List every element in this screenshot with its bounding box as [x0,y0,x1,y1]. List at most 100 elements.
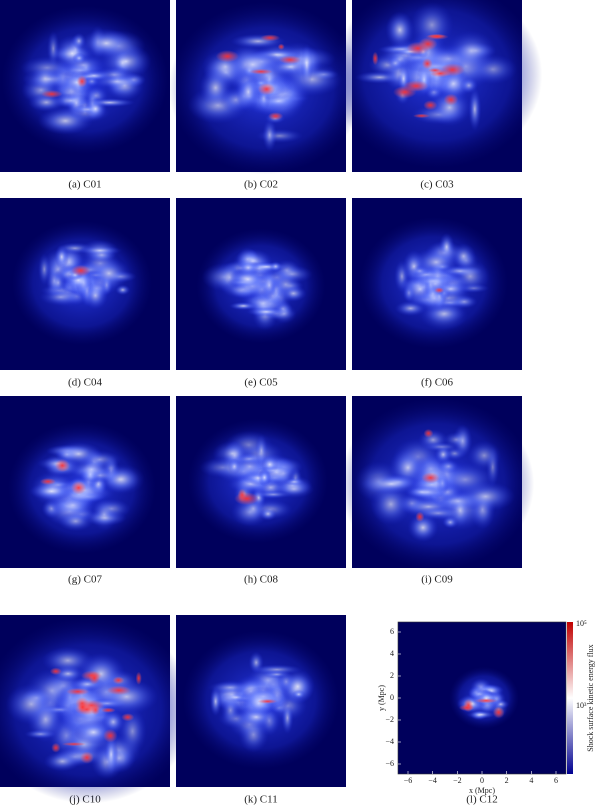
hot-spot [54,458,70,473]
filament [90,498,118,531]
filament [269,270,302,298]
x-tick-label: 2 [505,776,509,785]
filament [466,710,496,719]
filament [281,62,343,97]
filament [281,701,294,735]
filament [31,62,59,95]
hot-spot [215,50,240,63]
filament [260,454,279,474]
filament [226,267,270,292]
filament [361,473,422,495]
filament [80,28,133,58]
filament [280,668,315,705]
x-tick-label: −6 [404,776,413,785]
hot-spot [403,80,429,92]
panel-caption: (e) C05 [244,377,278,389]
hot-spot [372,51,379,66]
panel-caption: (b) C02 [244,179,278,191]
hot-spot [423,428,434,438]
filament [55,441,103,466]
hot-spot [412,113,431,119]
hot-spot [77,701,88,713]
panel-caption: (i) C09 [421,574,453,586]
hot-spot [106,685,131,696]
filament [450,494,471,528]
filament [49,271,67,295]
hot-spot [61,742,87,747]
panel-caption: (f) C06 [421,377,454,389]
hot-spot [249,68,273,75]
filament [78,245,123,256]
colorbar-tick-label: 10⁵ [576,619,587,628]
panel-caption: (a) C01 [68,179,101,191]
hot-spot [112,676,125,685]
filament [90,74,144,89]
hot-spot [459,704,475,711]
filament [385,11,415,49]
y-tick-label: −6 [385,759,394,768]
hot-spot [278,55,302,65]
hot-spot [474,698,498,704]
hot-spot [70,480,87,495]
filament [446,30,496,72]
panel-caption: (k) C11 [244,794,278,806]
hot-spot [103,728,118,743]
hot-spot [443,93,459,106]
hot-spot [257,83,276,96]
filament [28,482,75,500]
hot-spot [121,713,135,722]
x-tick-label: 6 [554,776,558,785]
filament [386,55,405,71]
filament [443,431,470,448]
y-tick-label: 6 [390,627,394,636]
filament [37,253,51,286]
hot-spot [51,742,61,753]
filament [54,244,69,269]
hot-spot [277,43,285,50]
panel-caption: (l) C12 [466,794,497,806]
hot-spot [39,478,57,485]
filament [269,260,282,273]
hot-spot [260,34,281,42]
colorbar-label: Shock surface kinetic energy flux [586,644,595,751]
hot-spot [427,67,443,73]
hot-spot [135,671,142,685]
filament [43,751,82,772]
hot-spot [421,472,440,484]
hot-spot [234,492,260,506]
hot-spot [257,698,278,704]
x-tick-label: −2 [453,776,462,785]
filament [468,87,482,131]
filament [209,686,222,717]
hot-spot [49,667,62,676]
filament [220,697,241,724]
y-tick-label: 2 [390,671,394,680]
filament [437,459,460,474]
filament [84,97,107,120]
hot-spot [406,41,430,55]
filament [292,689,306,699]
filament [254,490,293,499]
filament [412,247,460,277]
x-axis-label: x (Mpc) [469,786,495,795]
y-tick-label: 4 [390,649,394,658]
hot-spot [88,671,100,685]
panel-caption: (c) C03 [420,179,454,191]
filament [467,440,502,471]
filament [459,77,479,94]
filament [88,257,130,290]
hot-spot [66,687,90,696]
hot-spot [423,100,438,111]
colorbar [567,622,573,774]
filament [414,506,462,520]
filament [104,733,119,775]
panel-caption: (h) C08 [244,574,278,586]
y-axis-label: y (Mpc) [377,685,386,711]
hot-spot [492,706,505,719]
x-tick-label: 0 [480,776,484,785]
hot-spot [268,112,284,121]
filament [98,463,145,495]
filament [5,683,57,725]
